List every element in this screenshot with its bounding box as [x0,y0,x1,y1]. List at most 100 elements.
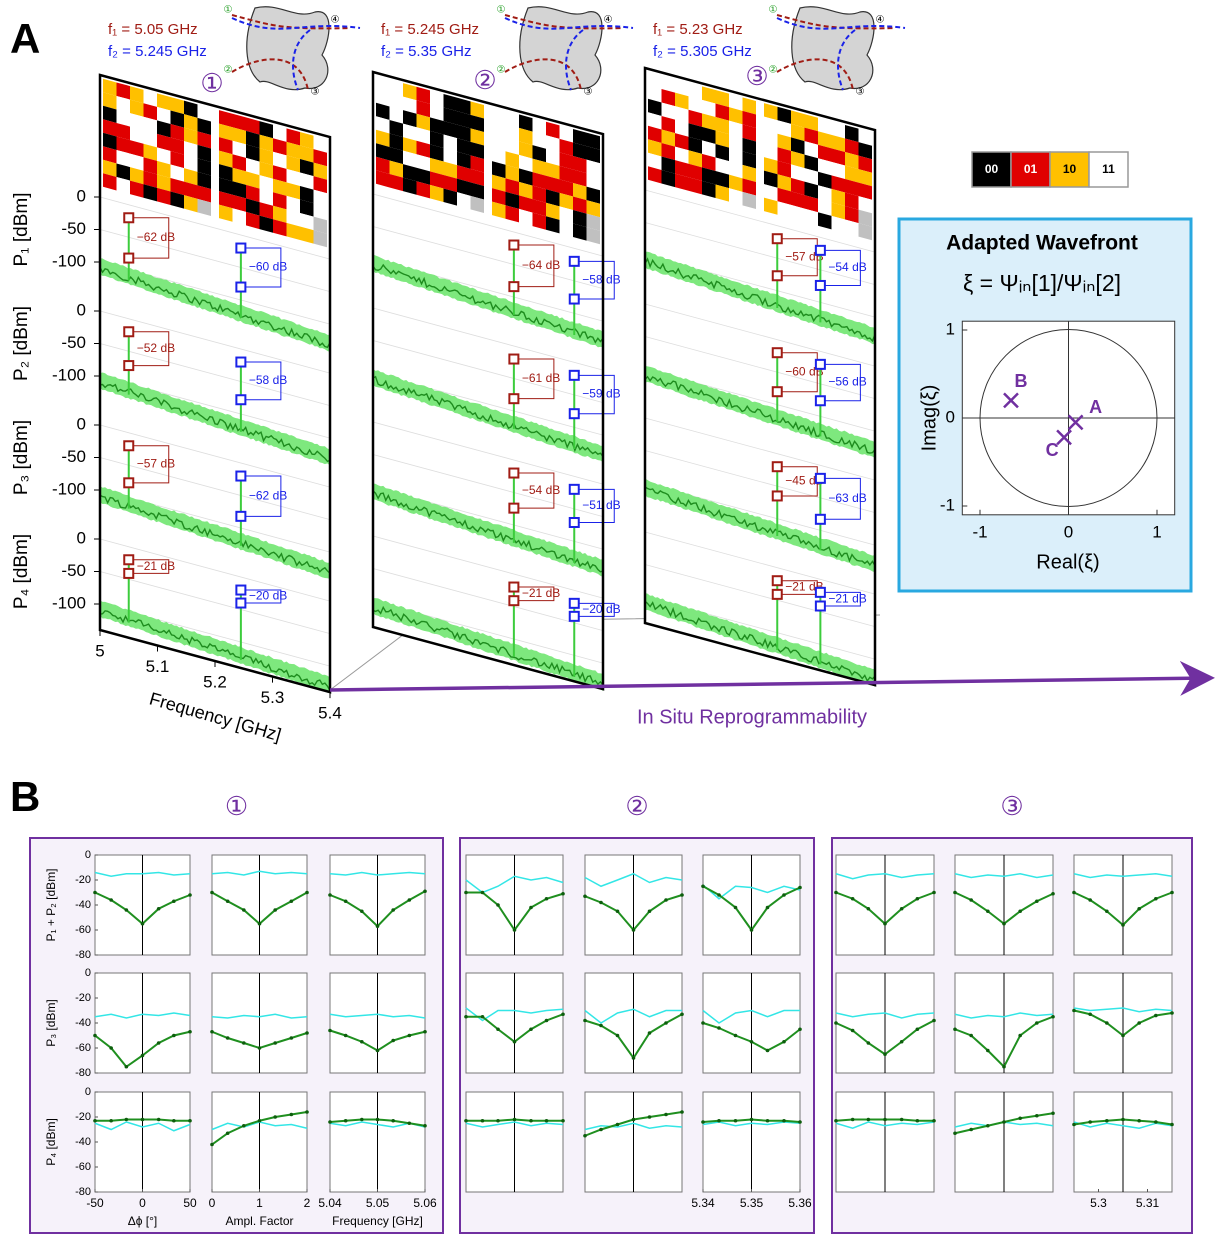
legend-swatch [1049,151,1090,188]
config-cell [559,192,573,210]
fit-point [512,1039,517,1044]
config-cell [532,185,546,203]
fit-point [375,1117,380,1122]
measured-line [584,872,683,888]
marker-bottom [123,252,135,264]
config-cell [232,140,246,158]
config-cell [170,151,184,169]
config-cell [313,176,327,194]
config-cell [376,102,390,120]
config-cell [403,177,417,195]
y-tick-label: -40 [75,1136,91,1148]
config-cell [219,150,233,168]
fit-point [375,924,380,929]
y-tick-label: -20 [75,1111,91,1123]
wavefront-point [1067,414,1084,431]
noise-trace [99,494,331,574]
y-tick-label: -100 [52,365,86,384]
y-tick-label: -50 [61,219,86,238]
config-cell [729,188,743,206]
contrast-bracket [782,352,818,393]
fit-point [529,1118,533,1123]
noise-trace [372,605,604,686]
config-cell [532,158,546,176]
config-cell [791,204,805,223]
config-cell [443,175,457,193]
noise-trace [99,266,331,349]
config-cell [519,154,533,173]
fit-point [156,1117,161,1122]
fit-point [328,1028,332,1033]
config-cell [546,148,560,166]
contrast-label: −57 dB [137,456,175,470]
config-cell [845,165,859,183]
fit-point [899,1039,904,1044]
fit-point [343,1033,348,1038]
fit-point [423,1029,427,1034]
path-f1 [231,14,351,91]
config-cell [103,159,117,177]
config-cell [443,161,457,179]
fit-point [496,903,500,907]
config-cell [403,137,417,155]
marker-top [508,353,520,365]
fit-point [1072,1122,1076,1127]
fit-point [986,1123,990,1128]
contrast-bracket [245,589,282,604]
config-cell [804,141,818,159]
port-label: ③ [584,87,593,98]
y-tick-label: -50 [61,561,86,580]
noise-band [645,593,875,687]
config-cell [116,149,130,168]
config-cell [219,110,233,128]
config-cell [804,208,818,226]
config-cell [184,127,198,145]
fit-point [680,1110,684,1114]
config-cell [729,174,743,192]
x-axis-label: Frequency [GHz] [332,1214,423,1228]
grid-line [99,424,331,488]
config-cell [313,216,327,234]
config-cell [546,121,560,139]
grid-line [372,421,604,485]
fit-point [188,1029,192,1034]
fit-point [1154,1120,1158,1124]
marker-bottom [123,360,135,372]
y-axis-label: P₄ [dBm] [44,1118,58,1166]
y-tick-label: 0 [77,528,86,547]
contrast-label: −59 dB [582,387,620,401]
y-tick-label: -60 [75,924,91,936]
fit-point [782,893,786,897]
config-cell [688,109,702,127]
contrast-bracket [133,559,170,574]
config-cell [246,117,260,135]
config-cell [197,104,211,122]
config-cell [143,103,157,121]
marker-bottom [508,393,520,405]
config-cell [661,169,675,188]
fit-point [953,1027,957,1032]
measured-line [94,1121,191,1132]
path-f2 [231,17,361,91]
contrast-label: −62 dB [137,230,175,244]
y-tick-label: -80 [75,1067,91,1079]
noise-band [645,478,875,573]
config-cell [831,161,845,179]
config-cell [170,164,184,182]
contrast-label: −64 dB [522,258,560,272]
fit-point [1002,1064,1006,1069]
marker-bottom [508,502,520,514]
config-cell [729,120,743,138]
config-cell [300,199,314,217]
noise-trace [644,600,876,683]
config-cell [130,86,144,104]
fit-point [140,921,145,926]
y-tick-label: -60 [75,1042,91,1054]
marker-bottom [771,588,783,600]
fit-point [599,900,603,905]
measured-line [954,1012,1054,1019]
config-cell [661,129,675,147]
config-cell [143,184,157,202]
config-cell [702,113,716,131]
config-cell [715,117,729,135]
